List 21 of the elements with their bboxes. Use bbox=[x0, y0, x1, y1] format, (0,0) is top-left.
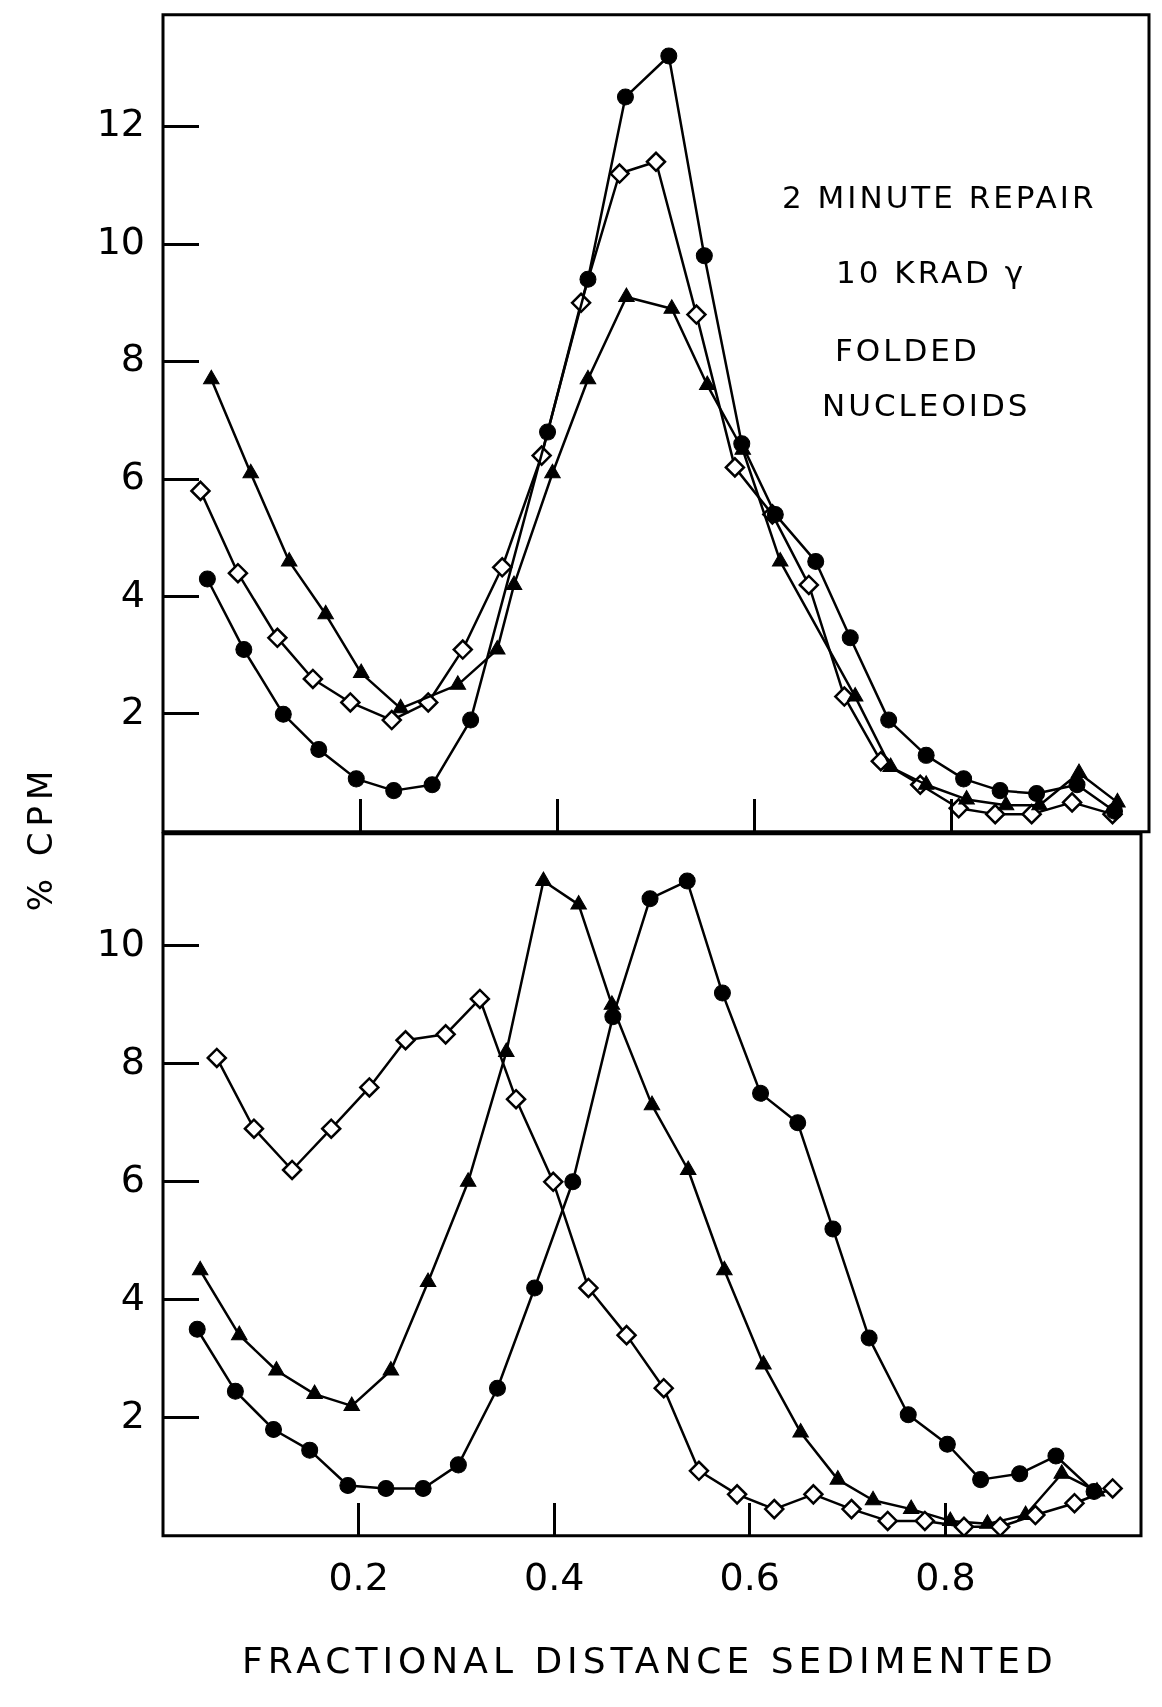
y-tick-label: 6 bbox=[120, 1156, 145, 1201]
y-axis-title: % CPM bbox=[19, 764, 60, 912]
x-tick-label: 0.8 bbox=[915, 1555, 976, 1600]
x-tick-label: 0.4 bbox=[523, 1555, 585, 1600]
annotation: 2 MINUTE REPAIR bbox=[782, 179, 1097, 216]
x-tick-label: 0.6 bbox=[719, 1555, 781, 1600]
x-tick-label: 0.2 bbox=[328, 1555, 389, 1600]
y-tick-label: 12 bbox=[96, 101, 145, 146]
y-tick-label: 2 bbox=[120, 689, 145, 734]
y-tick-label: 10 bbox=[96, 219, 145, 264]
x-axis-title: FRACTIONAL DISTANCE SEDIMENTED bbox=[242, 1640, 1058, 1681]
y-tick-label: 10 bbox=[96, 920, 145, 965]
annotation: 10 KRAD γ bbox=[836, 254, 1027, 291]
y-tick-label: 8 bbox=[120, 1038, 145, 1083]
y-tick-label: 4 bbox=[120, 571, 145, 616]
y-tick-label: 2 bbox=[120, 1392, 145, 1437]
y-tick-label: 8 bbox=[120, 336, 145, 381]
y-tick-label: 6 bbox=[120, 454, 145, 499]
annotation: NUCLEOIDS bbox=[822, 387, 1031, 424]
y-tick-label: 4 bbox=[120, 1274, 145, 1319]
annotation: FOLDED bbox=[835, 332, 980, 369]
